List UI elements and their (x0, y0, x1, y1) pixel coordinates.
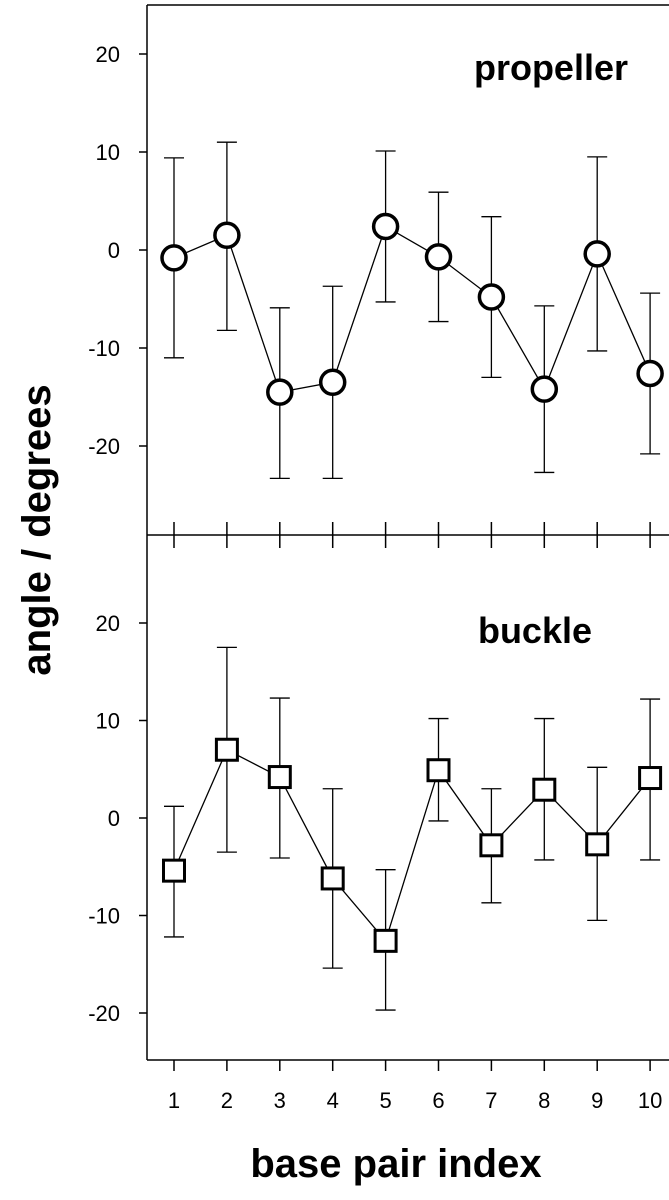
propeller-y-tick-label: 0 (108, 238, 120, 263)
x-tick-label: 5 (379, 1088, 391, 1113)
buckle-point (638, 766, 663, 791)
buckle-point (320, 866, 345, 891)
propeller-point (583, 240, 611, 268)
buckle-point (426, 758, 451, 783)
buckle-y-tick-label: 0 (108, 806, 120, 831)
buckle-point (532, 777, 557, 802)
buckle-point (585, 832, 610, 857)
propeller-point (424, 243, 453, 271)
buckle-series-line (173, 748, 651, 943)
buckle-series (162, 646, 663, 1011)
buckle-point (373, 928, 398, 953)
x-tick-label: 3 (274, 1088, 286, 1113)
buckle-y-ticks: 20 10 0 -10 -20 (88, 611, 147, 1026)
propeller-point (213, 221, 241, 250)
x-axis-title: base pair index (250, 1142, 541, 1186)
propeller-point (530, 375, 559, 403)
propeller-series (160, 141, 664, 479)
buckle-point (479, 833, 504, 858)
x-tick-label: 9 (591, 1088, 603, 1113)
buckle-y-tick-label: 20 (96, 611, 120, 636)
propeller-point (266, 378, 294, 406)
x-tick-label: 1 (168, 1088, 180, 1113)
buckle-point (267, 765, 292, 790)
divider-x-ticks (173, 522, 651, 548)
buckle-panel-label: buckle (478, 610, 592, 651)
propeller-y-tick-label: -20 (88, 434, 120, 459)
buckle-y-tick-label: -20 (88, 1001, 120, 1026)
propeller-panel: 20 10 0 -10 -20 propeller (88, 4, 669, 535)
propeller-panel-label: propeller (474, 47, 628, 88)
buckle-y-tick-label: -10 (88, 904, 120, 929)
buckle-y-tick-label: 10 (96, 709, 120, 734)
propeller-y-tick-label: 20 (96, 42, 120, 67)
propeller-y-tick-label: 10 (96, 140, 120, 165)
buckle-panel: 20 10 0 -10 -20 buckle (88, 535, 669, 1061)
x-tick-label: 2 (221, 1088, 233, 1113)
propeller-y-tick-label: -10 (88, 336, 120, 361)
x-tick-label: 6 (432, 1088, 444, 1113)
propeller-point (160, 244, 188, 272)
x-tick-label: 8 (538, 1088, 550, 1113)
buckle-point (214, 737, 239, 762)
y-axis-title: angle / degrees (15, 384, 59, 675)
x-tick-label: 7 (485, 1088, 497, 1113)
propeller-point (318, 368, 347, 397)
buckle-point (162, 858, 186, 883)
propeller-point (636, 359, 664, 388)
x-tick-label: 10 (638, 1088, 662, 1113)
x-tick-label: 4 (327, 1088, 339, 1113)
propeller-point (477, 283, 506, 311)
x-tick-labels: 1 2 3 4 5 6 7 8 9 10 (168, 1060, 662, 1113)
propeller-y-ticks: 20 10 0 -10 -20 (88, 42, 147, 459)
propeller-series-line (173, 225, 651, 393)
propeller-point (371, 212, 400, 241)
